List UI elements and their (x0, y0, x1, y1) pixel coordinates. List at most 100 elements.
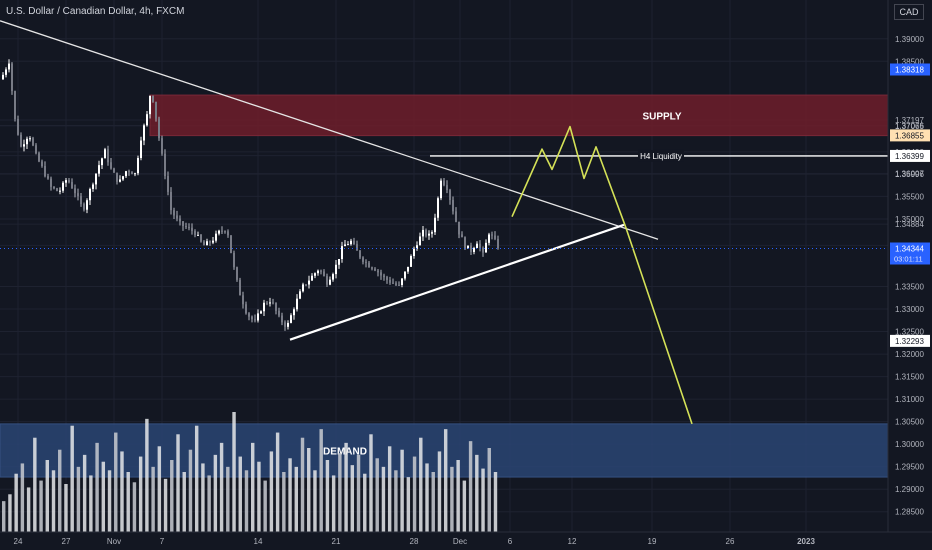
candle-body (239, 279, 241, 296)
volume-bar (126, 472, 130, 532)
candle-body (461, 234, 463, 238)
candle-body (449, 190, 451, 201)
volume-bar (26, 487, 31, 532)
candle-body (119, 179, 121, 182)
price-axis[interactable]: 1.390001.385001.371971.370761.370651.364… (887, 0, 932, 550)
candle-body (281, 315, 283, 323)
descending-trendline (0, 20, 659, 240)
candle-body (404, 271, 406, 279)
price-badge: 1.36855 (895, 131, 924, 140)
candle-body (497, 238, 499, 249)
candle-body (176, 215, 178, 219)
candle-body (188, 227, 190, 229)
candle-body (302, 284, 304, 292)
volume-bar (257, 461, 261, 532)
volume-bar (319, 429, 323, 532)
candle-body (161, 138, 163, 154)
candle-body (29, 138, 31, 140)
candle-body (353, 240, 355, 245)
price-tick-label: 1.39000 (895, 35, 924, 44)
candle-body (173, 210, 175, 216)
symbol-title: U.S. Dollar / Canadian Dollar, 4h, FXCM (6, 6, 185, 17)
currency-label[interactable]: CAD (894, 4, 924, 20)
candle-body (275, 302, 277, 311)
volume-bar (89, 475, 93, 532)
volume-bar (64, 484, 68, 532)
volume-bar (120, 451, 124, 532)
candle-body (347, 244, 349, 246)
candle-body (248, 313, 250, 317)
candle-body (362, 257, 364, 262)
supply-zone (149, 94, 889, 137)
candle-body (221, 230, 223, 232)
volume-bar (406, 477, 411, 532)
candle-body (242, 295, 244, 305)
volume-bar (443, 429, 448, 532)
current-price-badge-bg (890, 242, 930, 265)
volume-bar (381, 466, 386, 532)
volume-bar (219, 442, 224, 532)
time-tick-label: 2023 (797, 537, 815, 546)
price-tick-label: 1.35000 (895, 215, 924, 224)
volume-bar (114, 432, 118, 532)
time-tick-label: Nov (107, 537, 121, 546)
candle-body (335, 264, 337, 275)
volume-bar (39, 480, 43, 532)
price-tick-label: 1.29500 (895, 463, 924, 472)
candle-body (374, 268, 376, 271)
candle-body (26, 138, 28, 145)
price-tick-label: 1.28500 (895, 508, 924, 517)
candle-body (236, 267, 238, 280)
time-axis[interactable]: 24 27 Nov 7 14 21 28 Dec 6 12 19 26 2023 (0, 531, 932, 550)
candle-body (230, 235, 232, 253)
candle-body (155, 101, 157, 119)
candle-body (350, 240, 352, 245)
candle-body (113, 168, 115, 173)
price-badge: 1.36399 (895, 152, 924, 161)
time-tick-label: 28 (410, 537, 419, 546)
candle-body (224, 231, 226, 233)
candle-body (203, 241, 205, 246)
volume-bar (412, 456, 417, 532)
candle-body (65, 180, 67, 183)
h4-liquidity-label-bg (638, 149, 684, 162)
price-tick-label: 1.32000 (895, 350, 924, 359)
time-tick-label: 27 (62, 537, 71, 546)
price-badge-bg (890, 149, 930, 162)
price-tick-label: 1.35996 (895, 170, 924, 179)
volume-bar (251, 442, 255, 532)
candle-body (434, 217, 436, 233)
volume-bar (82, 454, 87, 532)
volume-bar (70, 425, 74, 532)
candle-body (455, 211, 457, 222)
candle-body (23, 144, 25, 147)
candle-body (83, 204, 85, 210)
volume-bar (300, 437, 305, 532)
time-tick-label: 19 (648, 537, 657, 546)
candle-body (77, 193, 79, 197)
candle-body (284, 322, 286, 327)
time-tick-label: 24 (14, 537, 23, 546)
candle-body (344, 244, 346, 247)
candle-body (95, 173, 97, 185)
candle-body (482, 247, 484, 253)
volume-bar (107, 470, 112, 532)
candle-body (479, 243, 481, 248)
candle-body (20, 134, 22, 147)
candle-body (182, 221, 184, 227)
candle-body (128, 171, 130, 173)
candle-body (233, 252, 235, 268)
volume-bar (14, 473, 18, 532)
volume-bar (282, 472, 286, 532)
candle-body (359, 250, 361, 258)
candle-body (290, 315, 292, 323)
volume-bar (226, 466, 230, 532)
time-tick-label: 26 (726, 537, 735, 546)
bar-countdown: 03:01:11 (894, 254, 923, 263)
candle-body (215, 233, 217, 241)
candle-body (473, 248, 475, 252)
price-tick-label: 1.32500 (895, 328, 924, 337)
candle-body (101, 158, 103, 166)
price-tick-label: 1.34884 (895, 220, 924, 229)
